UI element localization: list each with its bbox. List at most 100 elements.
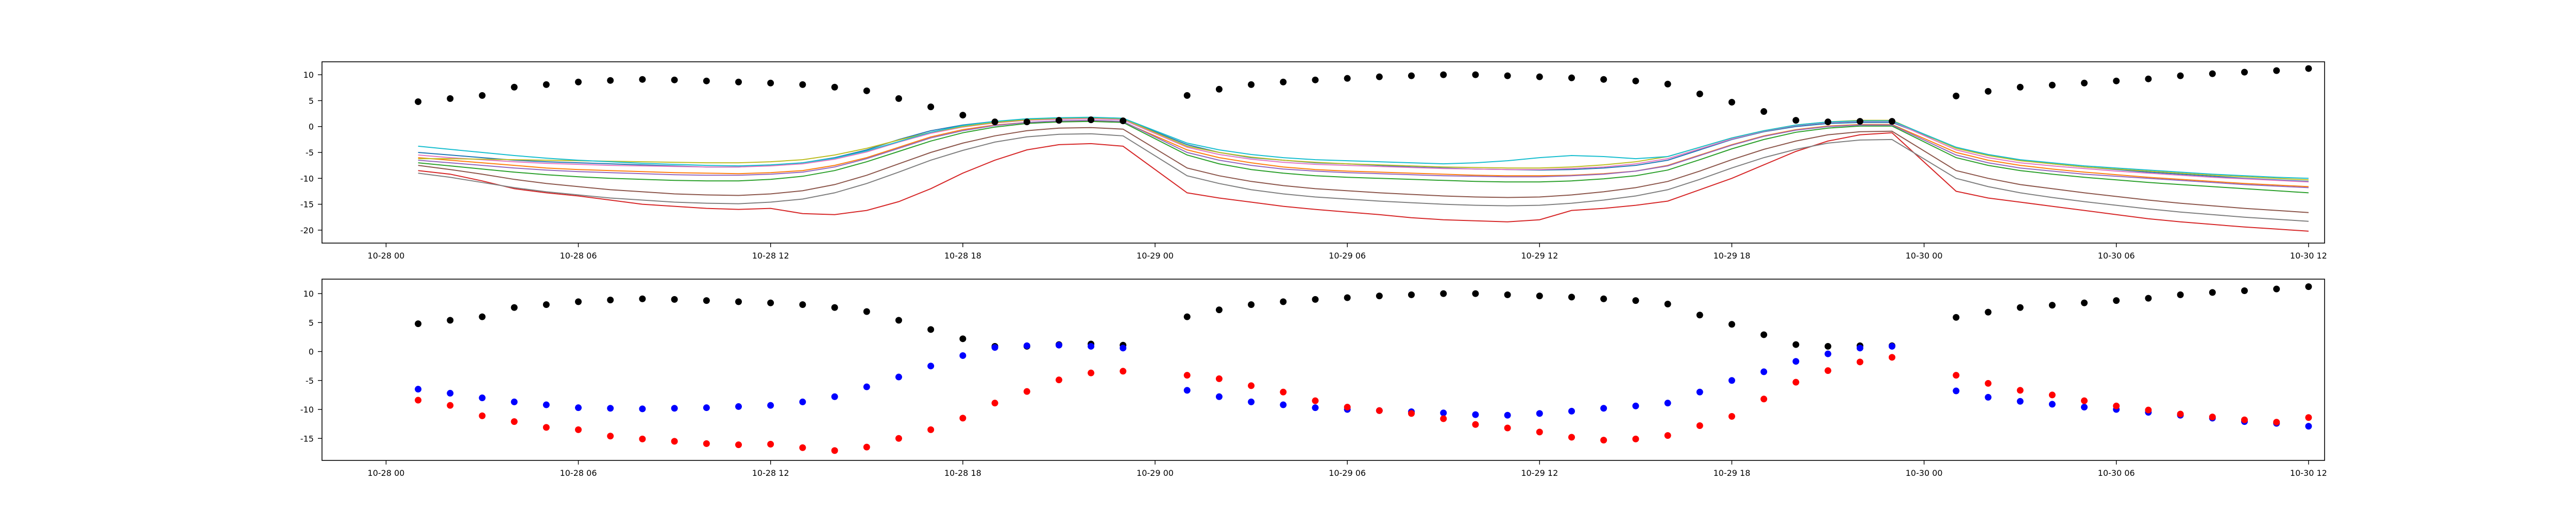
blue-point — [575, 404, 582, 411]
blue-point — [1215, 393, 1223, 400]
black-point — [2305, 283, 2312, 290]
red-point — [767, 441, 774, 448]
blue-point — [1248, 398, 1255, 405]
red-point — [1728, 413, 1735, 420]
red-point — [1440, 415, 1447, 422]
black-point — [1728, 321, 1735, 328]
black-point — [1248, 301, 1255, 308]
red-point — [735, 441, 742, 449]
black-point — [1568, 294, 1575, 301]
red-point — [1344, 404, 1351, 411]
red-point — [831, 447, 838, 454]
black-point — [2241, 287, 2248, 294]
black-point — [1120, 117, 1127, 125]
x-tick-label: 10-29 00 — [1137, 251, 1174, 261]
black-point — [1183, 313, 1191, 320]
red-point — [511, 418, 518, 425]
red-point — [479, 412, 486, 419]
blue-point — [863, 383, 870, 390]
black-point — [1440, 290, 1447, 297]
blue-point — [2048, 401, 2056, 408]
black-point — [895, 95, 902, 102]
black-point — [1792, 117, 1800, 124]
red-point — [1664, 432, 1671, 439]
black-point — [1504, 291, 1511, 298]
black-point — [607, 77, 614, 84]
x-tick-label: 10-28 18 — [944, 251, 981, 261]
series-line-5 — [418, 119, 2309, 188]
black-point — [1280, 298, 1287, 305]
blue-point — [1985, 393, 1992, 401]
black-point — [1280, 78, 1287, 85]
black-point — [735, 78, 742, 85]
black-point — [959, 112, 967, 119]
red-point — [543, 424, 550, 431]
black-point — [1696, 312, 1703, 319]
x-tick-label: 10-30 12 — [2290, 251, 2327, 261]
red-point — [2081, 397, 2088, 404]
black-point — [1856, 118, 1863, 125]
blue-point — [1696, 388, 1703, 396]
red-point — [1376, 407, 1383, 414]
blue-point — [991, 344, 998, 351]
red-point — [1824, 367, 1832, 374]
black-point — [1215, 85, 1223, 93]
black-point — [1408, 72, 1415, 79]
plot-frame — [321, 279, 2325, 461]
black-point — [1472, 71, 1479, 78]
red-point — [1632, 435, 1639, 442]
blue-point — [1055, 341, 1062, 349]
black-point — [2273, 285, 2280, 293]
red-point — [1472, 421, 1479, 428]
black-point — [1953, 92, 1960, 99]
black-point — [1023, 118, 1030, 126]
y-tick-label: 10 — [303, 289, 314, 299]
black-point — [1376, 73, 1383, 80]
black-point — [703, 77, 710, 84]
black-point — [799, 81, 806, 88]
x-tick-label: 10-29 12 — [1521, 468, 1558, 478]
red-point — [447, 402, 454, 409]
red-point — [1183, 372, 1191, 379]
x-tick-label: 10-28 12 — [752, 251, 789, 261]
black-point — [831, 83, 838, 91]
blue-point — [1568, 407, 1575, 415]
black-point — [479, 313, 486, 320]
blue-point — [895, 373, 902, 381]
blue-point — [415, 386, 422, 393]
red-point — [2305, 414, 2312, 421]
blue-point — [703, 404, 710, 411]
red-point — [799, 444, 806, 451]
blue-point — [767, 402, 774, 409]
y-tick-label: -10 — [300, 405, 314, 415]
black-point — [1215, 306, 1223, 314]
red-point — [2113, 402, 2120, 409]
black-point — [1728, 98, 1735, 106]
black-point — [799, 301, 806, 308]
black-point — [447, 317, 454, 324]
x-tick-label: 10-30 06 — [2098, 251, 2135, 261]
red-point — [607, 433, 614, 440]
red-point — [639, 435, 646, 442]
blue-point — [1600, 405, 1607, 412]
black-point — [959, 335, 967, 342]
black-point — [671, 296, 678, 303]
black-point — [1183, 92, 1191, 99]
black-point — [575, 78, 582, 85]
black-point — [1248, 81, 1255, 88]
red-point — [927, 426, 935, 433]
black-point — [831, 304, 838, 311]
blue-point — [2016, 398, 2024, 405]
black-point — [2048, 81, 2056, 89]
red-point — [1536, 428, 1543, 436]
blue-point — [799, 398, 806, 405]
blue-point — [1536, 410, 1543, 417]
x-tick-label: 10-29 12 — [1521, 251, 1558, 261]
red-point — [2177, 410, 2184, 418]
blue-point — [1664, 400, 1671, 407]
black-point — [1344, 294, 1351, 301]
red-point — [991, 400, 998, 407]
blue-point — [1472, 411, 1479, 418]
black-point — [1632, 297, 1639, 304]
black-point — [1824, 118, 1832, 126]
